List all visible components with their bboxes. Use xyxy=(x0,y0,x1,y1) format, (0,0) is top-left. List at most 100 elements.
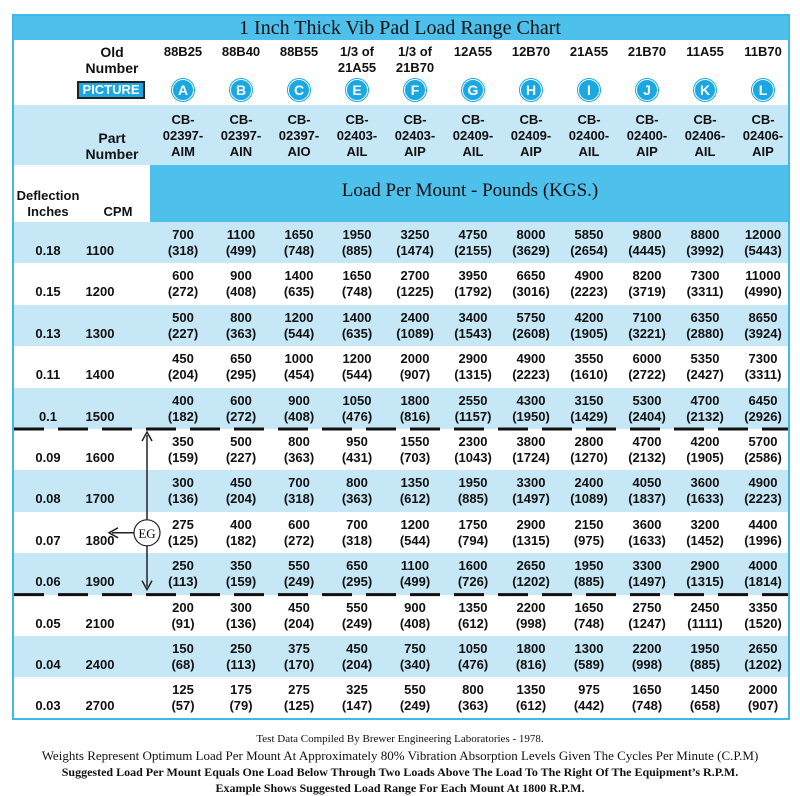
row-bg xyxy=(14,636,788,678)
load-kgs: (3221) xyxy=(628,325,666,341)
title: 1 Inch Thick Vib Pad Load Range Chart xyxy=(239,17,561,39)
load-kgs: (1202) xyxy=(744,657,782,672)
load-kgs: (204) xyxy=(283,615,315,631)
load-lbs: 500 xyxy=(172,309,194,325)
arrowhead xyxy=(141,430,153,442)
load-kgs: (1089) xyxy=(570,491,608,507)
load-lbs: 550 xyxy=(404,682,426,698)
arrowhead xyxy=(141,580,153,592)
load-lbs: 4900 xyxy=(516,351,546,367)
load-lbs: 4700 xyxy=(632,434,662,449)
load-lbs: 1200 xyxy=(342,351,372,367)
picture-letter: I xyxy=(578,79,600,101)
load-kgs: (136) xyxy=(167,491,199,507)
load-lbs: 375 xyxy=(288,641,310,656)
load-lbs: 1950 xyxy=(574,558,604,574)
load-lbs: 3600 xyxy=(632,516,662,532)
load-lbs: 4200 xyxy=(574,309,604,325)
load-kgs: (2223) xyxy=(744,491,782,507)
old-number: 88B25 xyxy=(163,44,203,59)
load-kgs: (1905) xyxy=(686,450,724,465)
load-lbs: 950 xyxy=(346,434,368,449)
load-kgs: (1111) xyxy=(687,615,723,631)
load-lbs: 3300 xyxy=(516,475,546,491)
load-kgs: (885) xyxy=(341,243,373,258)
load-lbs: 400 xyxy=(172,392,194,408)
load-lbs: 2000 xyxy=(400,351,430,367)
load-kgs: (1225) xyxy=(396,284,434,300)
load-kgs: (998) xyxy=(515,615,547,631)
load-kgs: (885) xyxy=(457,491,489,507)
load-lbs: 1400 xyxy=(284,268,314,284)
load-kgs: (998) xyxy=(631,657,663,672)
old-number: 21B70 xyxy=(627,44,667,59)
load-lbs: 1600 xyxy=(458,558,488,574)
load-lbs: 5750 xyxy=(516,309,546,325)
load-lbs: 3400 xyxy=(458,309,488,325)
load-kgs: (113) xyxy=(168,574,198,590)
load-lbs: 1350 xyxy=(458,599,488,615)
load-lbs: 4900 xyxy=(574,268,604,284)
load-kgs: (272) xyxy=(225,408,257,424)
load-lbs: 600 xyxy=(230,392,252,408)
load-lbs: 3300 xyxy=(632,558,662,574)
load-lbs: 12000 xyxy=(744,227,782,242)
load-lbs: 2800 xyxy=(574,434,604,449)
load-kgs: (4445) xyxy=(628,243,666,258)
load-lbs: 6000 xyxy=(632,351,662,367)
load-lbs: 150 xyxy=(172,641,194,656)
load-lbs: 1650 xyxy=(632,682,662,698)
row-bg xyxy=(14,470,788,512)
load-lbs: 3600 xyxy=(690,475,720,491)
load-lbs: 7100 xyxy=(632,309,662,325)
cpm-label: CPM xyxy=(103,204,133,219)
load-kgs: (499) xyxy=(225,243,257,258)
load-lbs: 3550 xyxy=(574,351,604,367)
load-lbs: 700 xyxy=(346,516,368,532)
load-lbs: 5350 xyxy=(690,351,720,367)
old-number-label: Old Number xyxy=(85,44,139,76)
load-kgs: (1610) xyxy=(570,367,608,383)
cpm: 1400 xyxy=(85,367,115,383)
load-kgs: (182) xyxy=(167,408,199,424)
load-lbs: 1800 xyxy=(516,641,546,656)
load-kgs: (363) xyxy=(283,450,315,465)
load-kgs: (907) xyxy=(747,698,779,714)
load-kgs: (113) xyxy=(226,657,256,672)
load-kgs: (1157) xyxy=(454,408,492,424)
load-kgs: (204) xyxy=(167,367,199,383)
load-kgs: (544) xyxy=(399,532,431,548)
load-kgs: (1633) xyxy=(628,532,666,548)
load-lbs: 5700 xyxy=(748,434,778,449)
deflection: 0.03 xyxy=(35,698,61,714)
load-kgs: (272) xyxy=(167,284,199,300)
load-lbs: 900 xyxy=(404,599,426,615)
load-lbs: 700 xyxy=(172,227,194,242)
load-kgs: (318) xyxy=(167,243,199,258)
arrowhead xyxy=(107,527,119,539)
footer-line: Weights Represent Optimum Load Per Mount… xyxy=(41,748,759,763)
load-lbs: 1200 xyxy=(284,309,314,325)
picture-letter: A xyxy=(172,79,194,101)
part-number: CB- 02397- AIN xyxy=(220,112,262,159)
old-number: 1/3 of 21A55 xyxy=(337,44,377,75)
load-lbs: 2400 xyxy=(574,475,604,491)
load-kgs: (5443) xyxy=(744,243,782,258)
old-number: 12A55 xyxy=(453,44,493,59)
load-lbs: 1100 xyxy=(226,227,256,242)
load-kgs: (2132) xyxy=(628,450,666,465)
deflection: 0.11 xyxy=(35,367,61,383)
load-lbs: 350 xyxy=(230,558,252,574)
deflection: 0.05 xyxy=(35,615,61,631)
load-kgs: (476) xyxy=(457,657,489,672)
deflection: 0.06 xyxy=(35,574,61,590)
load-kgs: (318) xyxy=(341,532,373,548)
cpm: 1900 xyxy=(85,574,115,590)
load-kgs: (204) xyxy=(341,657,373,672)
load-kgs: (159) xyxy=(167,450,199,465)
load-lbs: 450 xyxy=(346,641,368,656)
load-kgs: (794) xyxy=(457,532,489,548)
cpm: 1700 xyxy=(85,491,115,507)
load-lbs: 550 xyxy=(288,558,310,574)
